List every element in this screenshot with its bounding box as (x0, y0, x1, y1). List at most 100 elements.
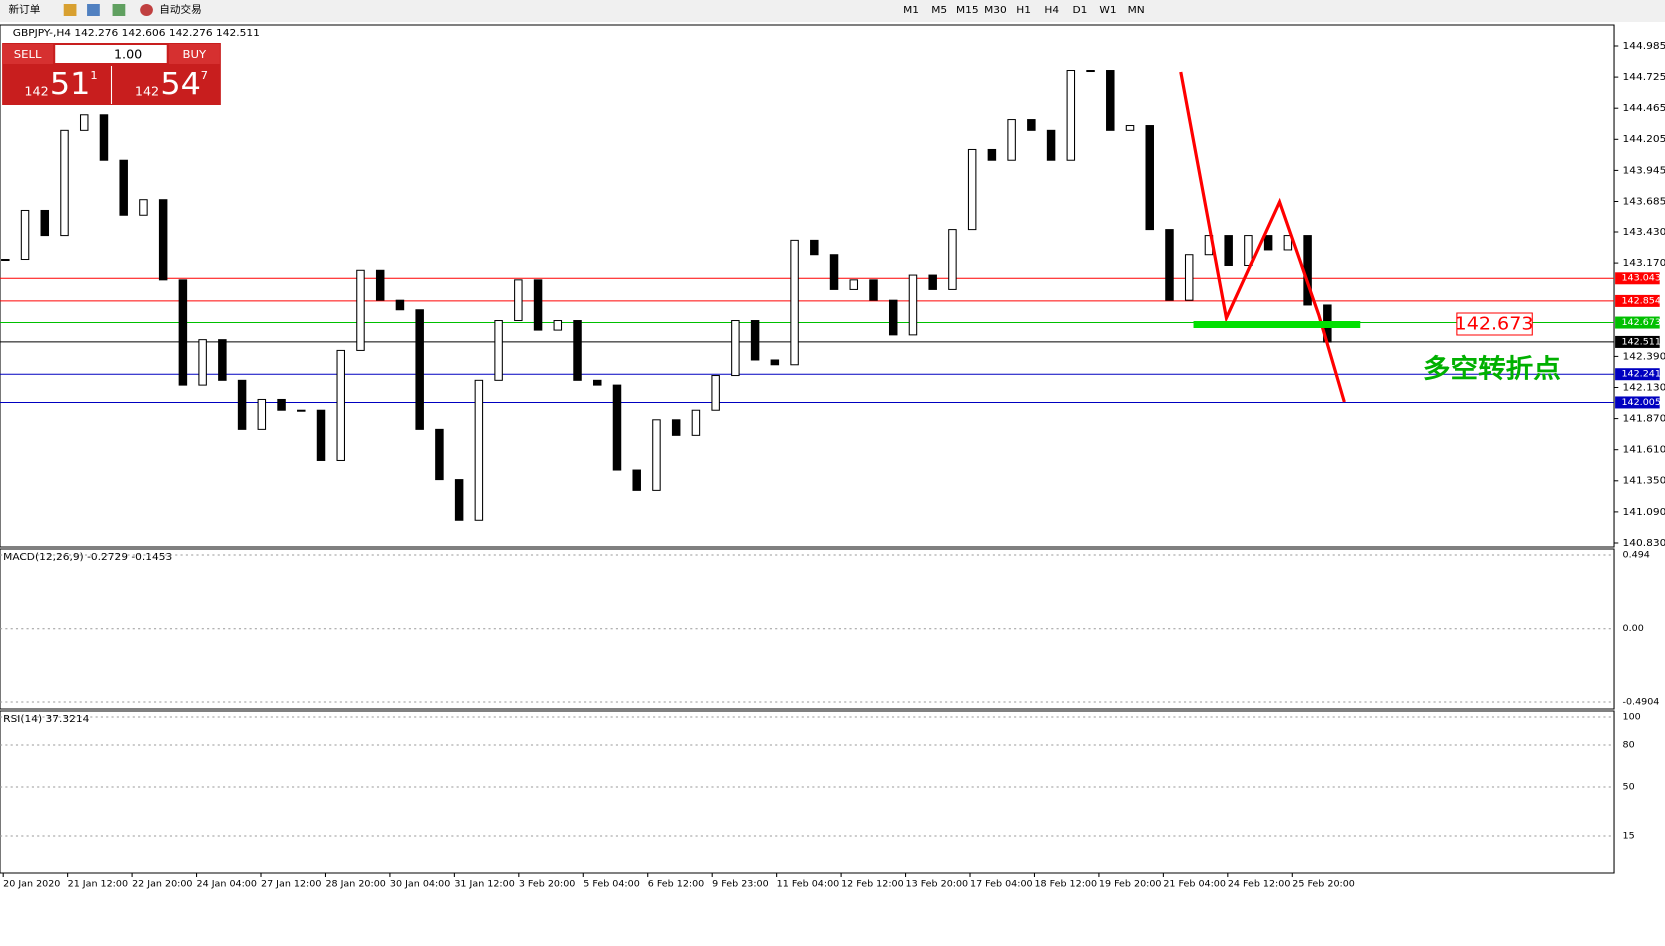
candle (987, 148, 997, 161)
timeframe-button[interactable]: H1 (1016, 4, 1031, 16)
y-tick-label: 144.205 (1623, 133, 1665, 145)
candle (119, 159, 128, 216)
candle (277, 398, 286, 411)
x-tick-label: 24 Jan 04:00 (197, 879, 258, 890)
bid-small[interactable]: 1 (90, 68, 97, 82)
candle (218, 339, 227, 381)
x-tick-label: 11 Feb 04:00 (777, 879, 840, 890)
y-tick-label: 141.610 (1623, 444, 1665, 456)
candle (948, 229, 957, 290)
candle (1086, 70, 1095, 73)
candle (158, 199, 168, 281)
candle (257, 398, 267, 430)
candle (1066, 70, 1076, 161)
timeframe-button[interactable]: H4 (1044, 4, 1059, 16)
candle (99, 114, 109, 161)
x-tick-label: 13 Feb 20:00 (906, 879, 969, 890)
ask-big[interactable]: 142 (135, 85, 159, 99)
lots-input[interactable] (55, 45, 167, 63)
candle (731, 320, 740, 377)
candle (810, 239, 819, 256)
candle (869, 279, 878, 301)
candle (435, 428, 444, 481)
sell-button[interactable] (2, 44, 54, 64)
timeframe-button[interactable]: D1 (1072, 4, 1087, 16)
auto-trading-button[interactable]: 自动交易 (159, 3, 201, 16)
candle (356, 269, 365, 351)
timeframe-button[interactable]: M30 (984, 4, 1007, 16)
x-tick-label: 5 Feb 04:00 (583, 879, 640, 890)
candle (1244, 235, 1253, 266)
indicator-tick-label: 0.494 (1623, 550, 1650, 561)
y-tick-label: 141.350 (1623, 475, 1665, 487)
y-tick-label: 143.430 (1623, 226, 1665, 238)
x-tick-label: 9 Feb 23:00 (712, 879, 769, 890)
buy-label[interactable]: BUY (182, 47, 206, 61)
candle (829, 254, 839, 290)
x-tick-label: 24 Feb 12:00 (1228, 879, 1291, 890)
candle (514, 279, 523, 322)
candle (60, 129, 69, 237)
auto-trading-icon[interactable] (140, 4, 153, 16)
icon[interactable] (87, 4, 100, 16)
bid-big[interactable]: 142 (24, 85, 48, 99)
timeframe-button[interactable]: MN (1128, 4, 1145, 16)
timeframe-button[interactable]: M15 (956, 4, 979, 16)
price-label: 142.511 (1621, 337, 1661, 348)
candle (750, 320, 760, 361)
x-tick-label: 6 Feb 12:00 (648, 879, 705, 890)
new-order-button[interactable]: 新订单 (8, 3, 40, 16)
candle (198, 339, 207, 386)
candle (139, 199, 148, 216)
toolbar (0, 0, 1665, 22)
buy-button[interactable] (168, 44, 220, 64)
x-tick-label: 30 Jan 04:00 (390, 879, 451, 890)
x-tick-label: 18 Feb 12:00 (1034, 879, 1097, 890)
candle (336, 349, 345, 461)
icon[interactable] (112, 4, 126, 16)
x-tick-label: 3 Feb 20:00 (519, 879, 576, 890)
x-tick-label: 20 Jan 2020 (3, 879, 60, 890)
rsi-label: RSI(14) 37.3214 (3, 713, 89, 725)
candle (928, 274, 937, 290)
price-panel (0, 24, 1615, 548)
x-tick-label: 22 Jan 20:00 (132, 879, 193, 890)
candle (494, 320, 503, 381)
candle (770, 359, 780, 366)
ask-main[interactable]: 54 (160, 67, 201, 102)
trade-panel: SELL 1.00 BUY 142 51 1 142 54 7 (2, 43, 221, 105)
timeframe-button[interactable]: W1 (1099, 4, 1116, 16)
candle (375, 269, 385, 301)
annotation-price: 142.673 (1455, 314, 1534, 334)
candle (1165, 229, 1174, 301)
candle (967, 148, 977, 231)
ask-small[interactable]: 7 (201, 68, 208, 82)
lots-value[interactable]: 1.00 (114, 48, 142, 62)
candle (711, 375, 720, 411)
candle (20, 209, 30, 261)
timeframe-button[interactable]: M1 (903, 4, 919, 16)
y-tick-label: 140.830 (1623, 537, 1665, 549)
indicator-tick-label: -0.4904 (1623, 697, 1660, 708)
candle (908, 274, 918, 336)
sell-label[interactable]: SELL (14, 47, 42, 61)
x-tick-label: 12 Feb 12:00 (841, 879, 904, 890)
annotation-text: 多空转折点 (1423, 353, 1561, 384)
y-tick-label: 144.985 (1623, 40, 1665, 52)
candle (1184, 254, 1194, 301)
y-tick-label: 143.170 (1623, 257, 1665, 269)
price-label-bg (1615, 396, 1660, 409)
y-tick-label: 141.090 (1623, 506, 1665, 518)
x-tick-label: 31 Jan 12:00 (454, 879, 515, 890)
y-tick-label: 142.130 (1623, 382, 1665, 394)
candle (671, 419, 681, 436)
y-tick-label: 144.465 (1623, 102, 1665, 114)
bid-main[interactable]: 51 (50, 67, 91, 102)
timeframe-bar: M1 M5 M15 M30 H1 H4 D1 W1 MN (903, 4, 1145, 16)
icon[interactable] (63, 4, 77, 16)
timeframe-button[interactable]: M5 (931, 4, 947, 16)
candle (1, 259, 10, 262)
support-bar (1193, 321, 1361, 328)
candle (1007, 119, 1016, 161)
candle (632, 469, 641, 491)
